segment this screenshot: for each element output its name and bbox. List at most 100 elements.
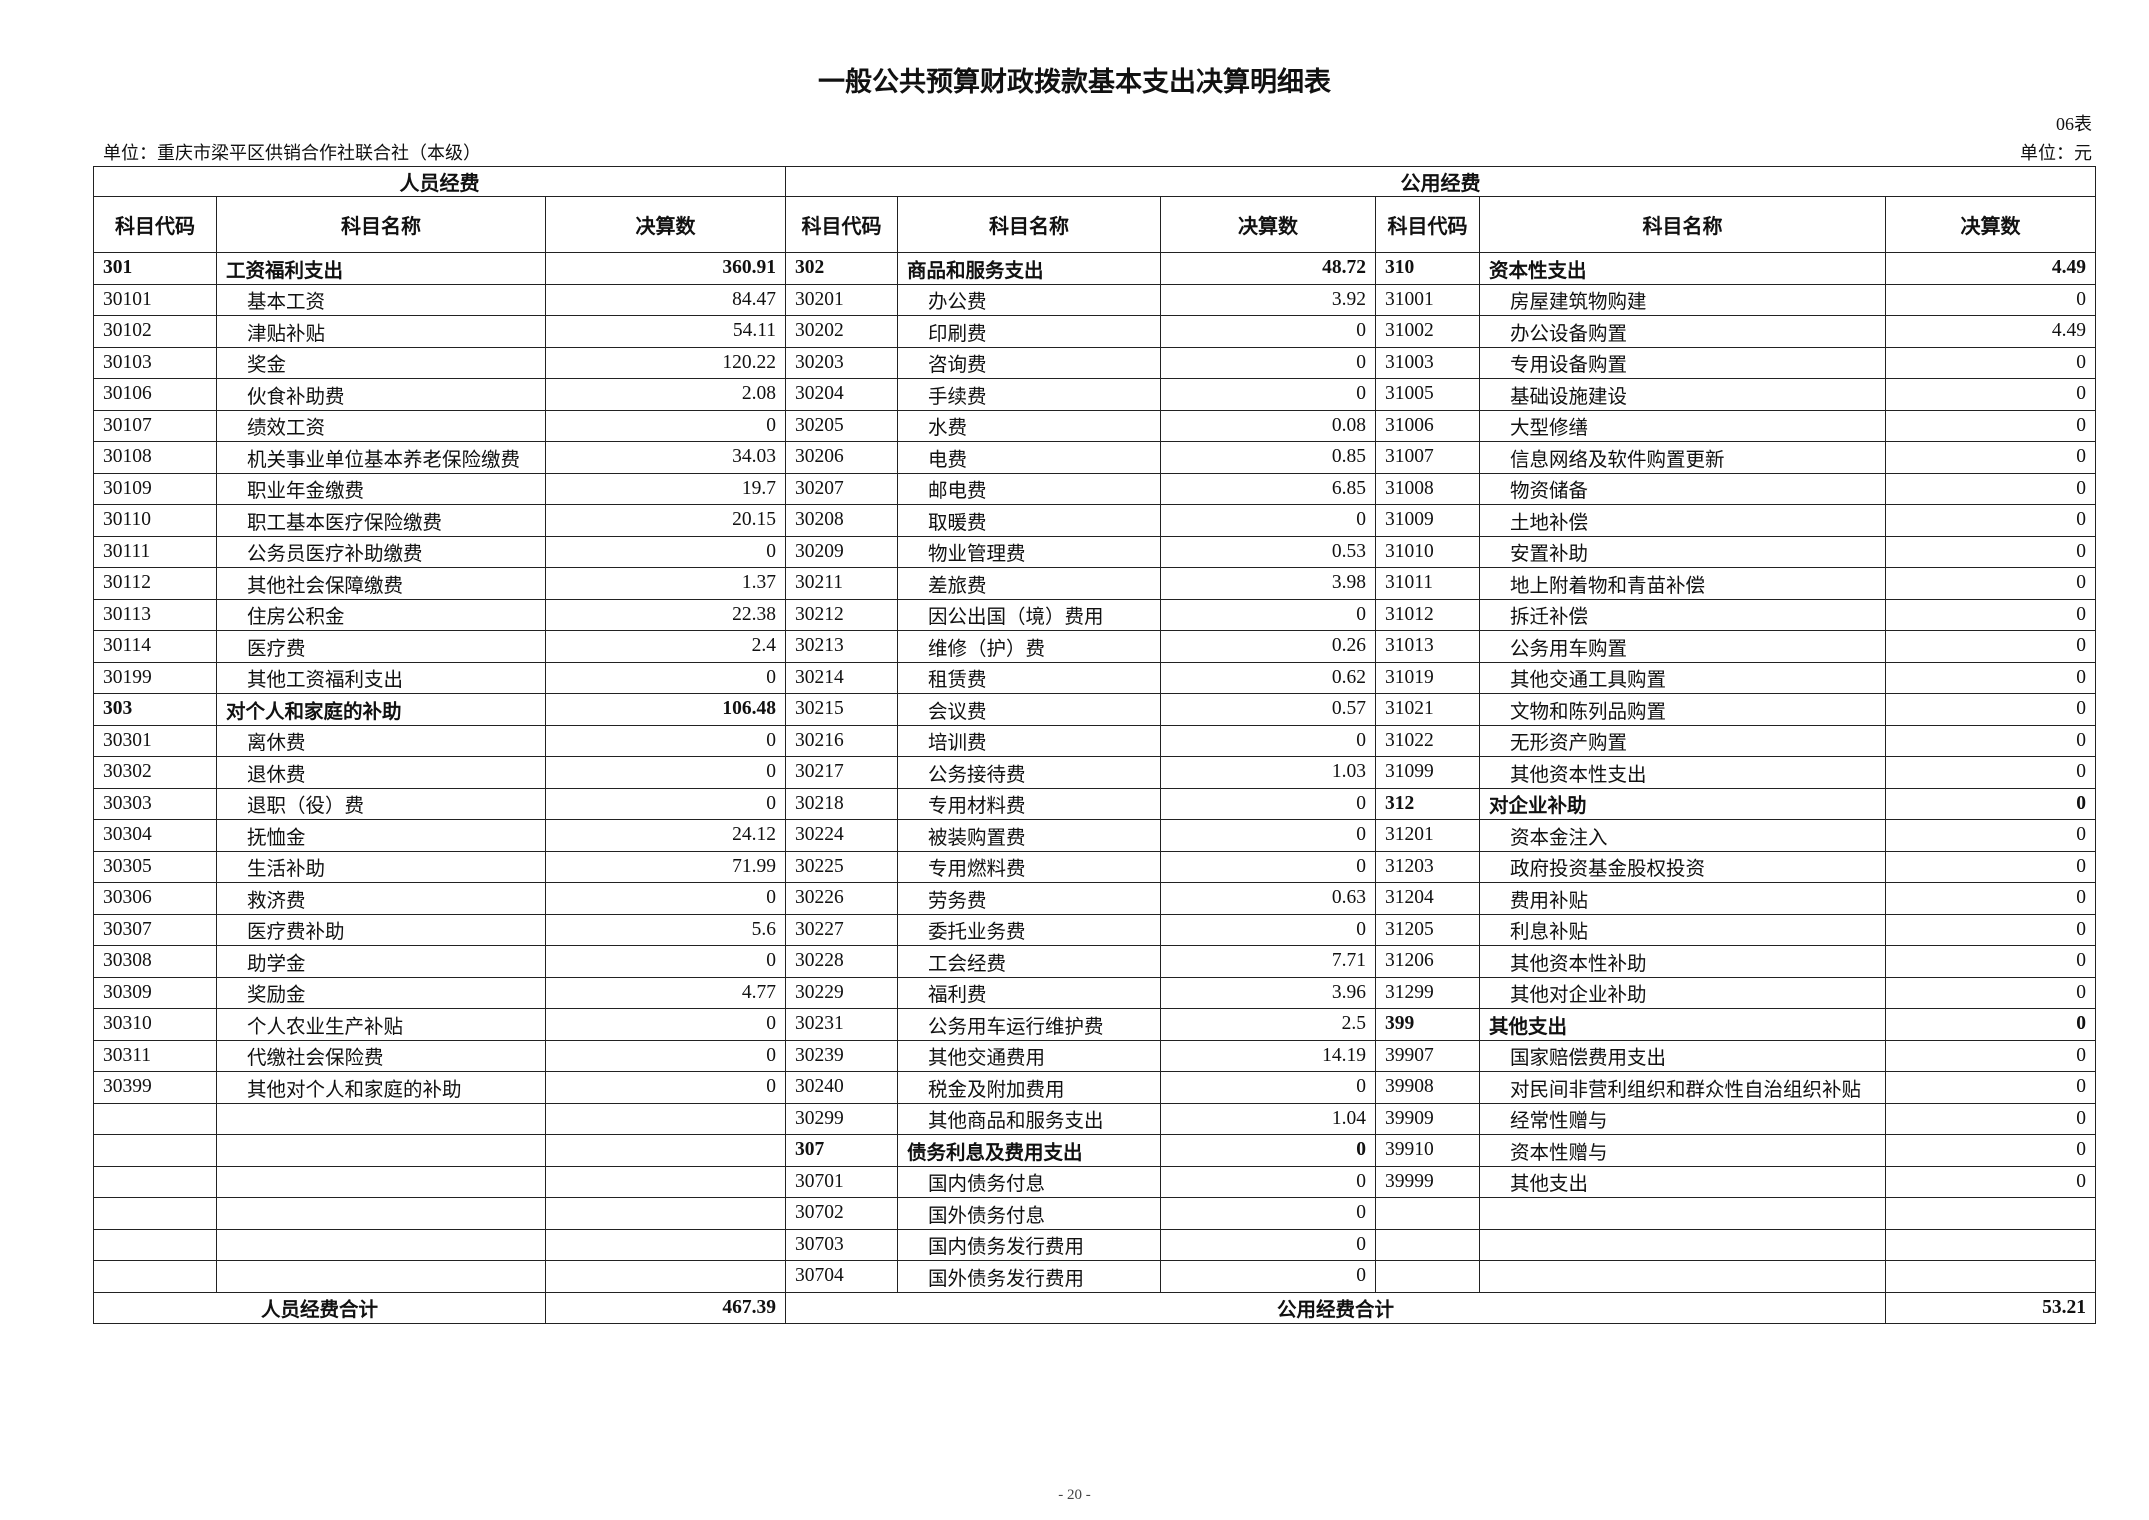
- cell-name: 奖金: [216, 346, 546, 379]
- cell-code: 31013: [1375, 630, 1480, 663]
- cell-amount: 48.72: [1160, 252, 1376, 285]
- cell-amount: 1.03: [1160, 756, 1376, 789]
- cell-amount: 0: [545, 724, 786, 757]
- cell-name: 伙食补助费: [216, 378, 546, 411]
- cell-amount: 0: [1160, 1071, 1376, 1104]
- table-row: 30110 职工基本医疗保险缴费 20.15 30208 取暖费 0 31009 土地补偿 0: [93, 504, 2096, 537]
- cell-name: 助学金: [216, 945, 546, 978]
- cell-amount: 0: [1885, 756, 2096, 789]
- table-row: 30114 医疗费 2.4 30213 维修（护）费 0.26 31013 公务用车购置 0: [93, 630, 2096, 663]
- table-row: 30113 住房公积金 22.38 30212 因公出国（境）费用 0 31012 拆迁补偿 0: [93, 598, 2096, 631]
- cell-name: 其他工资福利支出: [216, 661, 546, 694]
- cell-code: [93, 1102, 217, 1135]
- cell-code: 30199: [93, 661, 217, 694]
- cell-code: 30399: [93, 1071, 217, 1104]
- table-row: 30306 救济费 0 30226 劳务费 0.63 31204 费用补贴 0: [93, 882, 2096, 915]
- cell-code: 30704: [785, 1260, 898, 1293]
- cell-code: 30110: [93, 504, 217, 537]
- cell-code: 30102: [93, 315, 217, 348]
- cell-amount: 2.08: [545, 378, 786, 411]
- table-row: 30308 助学金 0 30228 工会经费 7.71 31206 其他资本性补助 0: [93, 945, 2096, 978]
- cell-name: 培训费: [897, 724, 1161, 757]
- cell-name: 职业年金缴费: [216, 472, 546, 505]
- cell-amount: 0: [545, 945, 786, 978]
- cell-code: 30217: [785, 756, 898, 789]
- cell-amount: 0: [1885, 945, 2096, 978]
- cell-code: 39910: [1375, 1134, 1480, 1167]
- cell-code: 301: [93, 252, 217, 285]
- cell-name: [216, 1197, 546, 1230]
- cell-code: 31203: [1375, 850, 1480, 883]
- table-row: 30310 个人农业生产补贴 0 30231 公务用车运行维护费 2.5 399 其他支出 0: [93, 1008, 2096, 1041]
- cell-amount: 360.91: [545, 252, 786, 285]
- cell-name: 公务用车购置: [1479, 630, 1886, 663]
- cell-name: 国内债务发行费用: [897, 1228, 1161, 1261]
- cell-code: 310: [1375, 252, 1480, 285]
- cell-amount: 0: [545, 882, 786, 915]
- cell-name: 资本金注入: [1479, 819, 1886, 852]
- cell-name: 土地补偿: [1479, 504, 1886, 537]
- cell-code: 30207: [785, 472, 898, 505]
- cell-name: [216, 1165, 546, 1198]
- table-row: 301 工资福利支出 360.91 302 商品和服务支出 48.72 310 资本性支出 4.…: [93, 252, 2096, 285]
- cell-name: 无形资产购置: [1479, 724, 1886, 757]
- cell-code: 39908: [1375, 1071, 1480, 1104]
- cell-amount: 0: [1160, 1165, 1376, 1198]
- cell-amount: 3.96: [1160, 976, 1376, 1009]
- cell-name: 费用补贴: [1479, 882, 1886, 915]
- cell-amount: 0: [1885, 409, 2096, 442]
- cell-code: 30302: [93, 756, 217, 789]
- cell-code: [93, 1197, 217, 1230]
- cell-amount: 0: [1160, 504, 1376, 537]
- cell-code: 30239: [785, 1039, 898, 1072]
- cell-amount: 0: [1160, 1134, 1376, 1167]
- table-row: 30399 其他对个人和家庭的补助 0 30240 税金及附加费用 0 39908 对民间非营…: [93, 1071, 2096, 1104]
- cell-amount: 0.53: [1160, 535, 1376, 568]
- cell-amount: 0: [1885, 693, 2096, 726]
- table-row: 30703 国内债务发行费用 0: [93, 1228, 2096, 1261]
- cell-name: 资本性赠与: [1479, 1134, 1886, 1167]
- cell-code: 303: [93, 693, 217, 726]
- cell-amount: 0: [1160, 724, 1376, 757]
- cell-amount: 0: [1885, 661, 2096, 694]
- cell-amount: 0.62: [1160, 661, 1376, 694]
- cell-amount: 0: [1885, 441, 2096, 474]
- table-row: 30305 生活补助 71.99 30225 专用燃料费 0 31203 政府投资基金股权投资…: [93, 850, 2096, 883]
- personnel-total-label: 人员经费合计: [93, 1291, 546, 1324]
- cell-code: 31206: [1375, 945, 1480, 978]
- cell-amount: 0: [1160, 787, 1376, 820]
- cell-amount: 0: [1160, 1197, 1376, 1230]
- cell-name: 其他支出: [1479, 1165, 1886, 1198]
- cell-amount: 0: [1885, 1165, 2096, 1198]
- cell-amount: [545, 1197, 786, 1230]
- cell-name: 利息补贴: [1479, 913, 1886, 946]
- table-row: 30701 国内债务付息 0 39999 其他支出 0: [93, 1165, 2096, 1198]
- cell-amount: 0.08: [1160, 409, 1376, 442]
- cell-name: 拆迁补偿: [1479, 598, 1886, 631]
- cell-amount: 120.22: [545, 346, 786, 379]
- col-header-name: 科目名称: [216, 196, 546, 253]
- cell-amount: 3.92: [1160, 283, 1376, 316]
- cell-name: 其他对企业补助: [1479, 976, 1886, 1009]
- table-row: 30309 奖励金 4.77 30229 福利费 3.96 31299 其他对企业补助 0: [93, 976, 2096, 1009]
- cell-amount: 0: [1885, 976, 2096, 1009]
- cell-code: 30226: [785, 882, 898, 915]
- cell-code: 31299: [1375, 976, 1480, 1009]
- col-header-code: 科目代码: [93, 196, 217, 253]
- cell-amount: [545, 1165, 786, 1198]
- cell-code: 31201: [1375, 819, 1480, 852]
- cell-code: [93, 1228, 217, 1261]
- cell-code: [93, 1165, 217, 1198]
- cell-amount: [545, 1134, 786, 1167]
- cell-code: 30218: [785, 787, 898, 820]
- cell-amount: [1885, 1228, 2096, 1261]
- col-header-code: 科目代码: [785, 196, 898, 253]
- cell-code: [93, 1260, 217, 1293]
- cell-amount: 0: [1885, 630, 2096, 663]
- cell-code: 30103: [93, 346, 217, 379]
- cell-code: 30206: [785, 441, 898, 474]
- cell-name: 经常性赠与: [1479, 1102, 1886, 1135]
- table-row: 303 对个人和家庭的补助 106.48 30215 会议费 0.57 31021 文物和陈列…: [93, 693, 2096, 726]
- cell-code: [93, 1134, 217, 1167]
- cell-name: 医疗费补助: [216, 913, 546, 946]
